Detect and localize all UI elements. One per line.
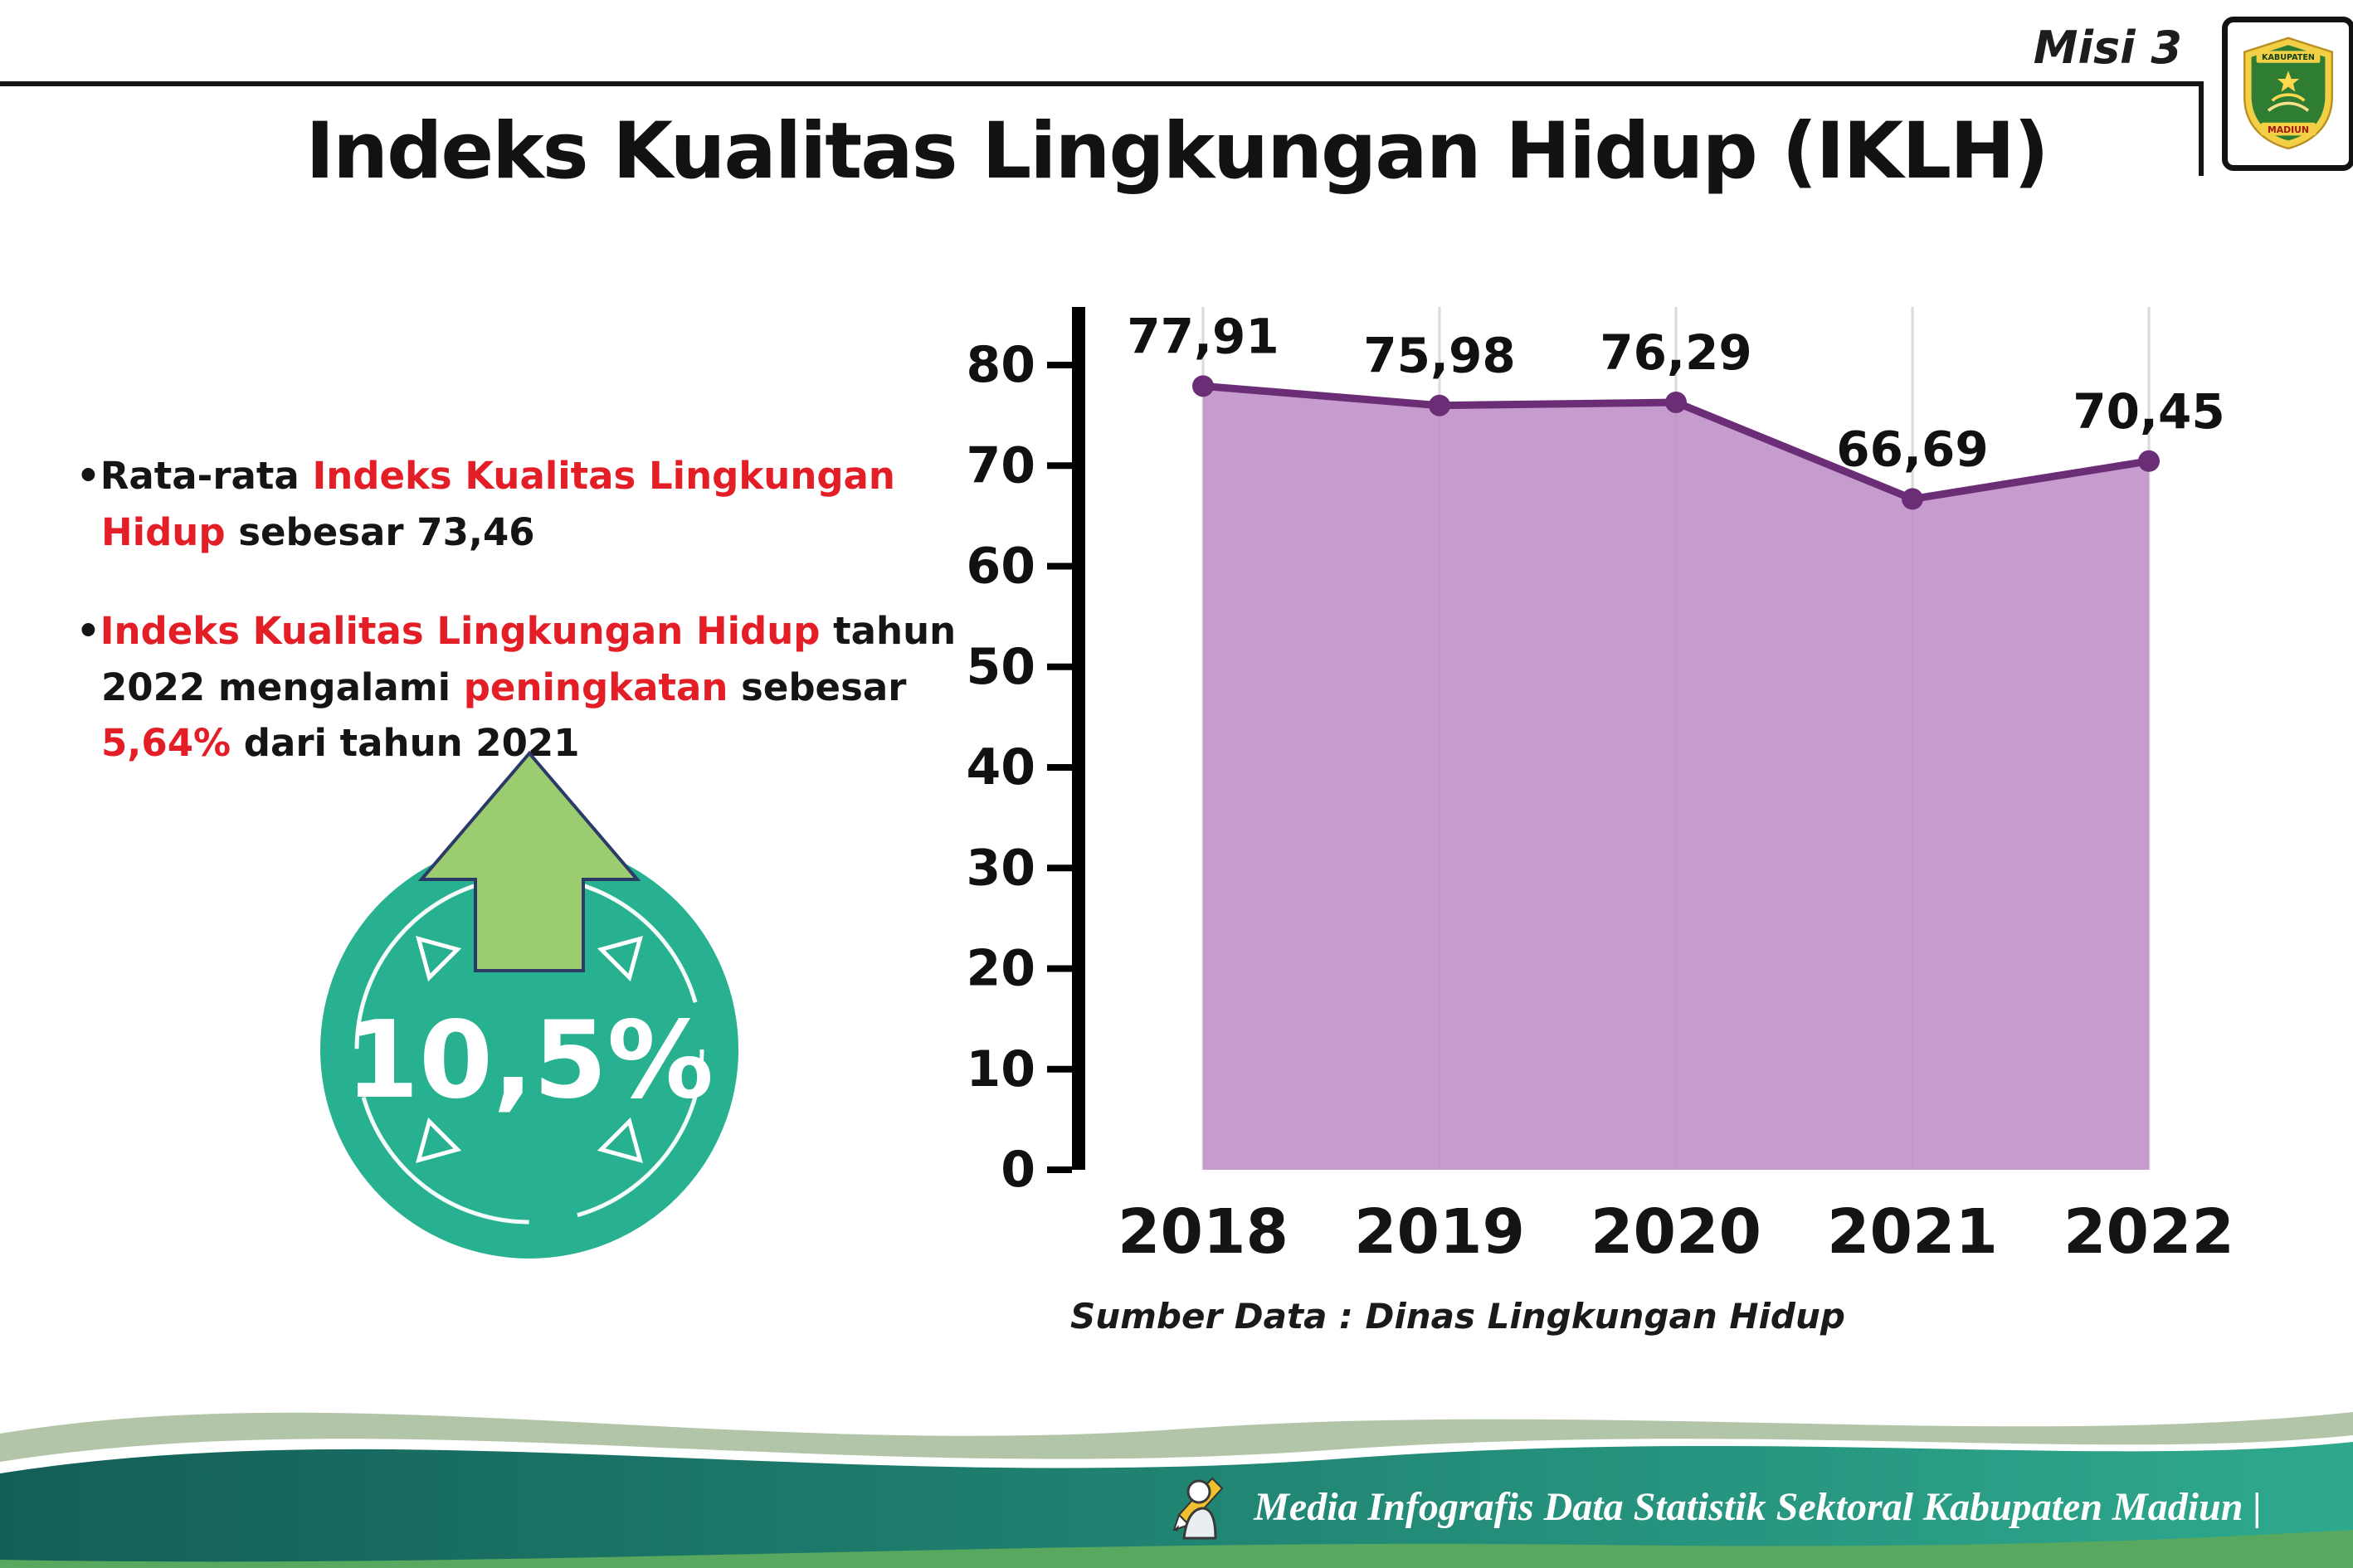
ring-triangle	[416, 936, 462, 982]
crest-icon: KABUPATEN MADIUN	[2243, 37, 2333, 150]
svg-text:66,69: 66,69	[1836, 421, 1988, 477]
kabupaten-madiun-logo: KABUPATEN MADIUN	[2222, 17, 2353, 171]
svg-text:70,45: 70,45	[2073, 383, 2224, 440]
svg-text:2020: 2020	[1591, 1196, 1761, 1268]
mascot-icon	[1172, 1477, 1224, 1540]
svg-text:70: 70	[967, 436, 1036, 494]
iklh-area-chart: 77,91 75,98 76,29 66,69 70,45 0 10 20 30 40 50 60 70…	[967, 307, 2234, 1268]
svg-text:30: 30	[967, 839, 1036, 897]
ring-triangle	[597, 936, 643, 982]
header-rule	[0, 81, 2199, 86]
up-arrow-icon	[417, 750, 641, 972]
bullet-dot: •	[76, 454, 100, 498]
header-vertical-rule	[2199, 81, 2204, 176]
svg-text:80: 80	[967, 336, 1036, 394]
footer-waves	[0, 1412, 2353, 1568]
svg-text:2022: 2022	[2063, 1196, 2234, 1268]
svg-text:2019: 2019	[1354, 1196, 1525, 1268]
svg-text:75,98: 75,98	[1363, 328, 1515, 384]
svg-text:20: 20	[967, 940, 1036, 998]
footer-wave-green	[0, 1530, 2353, 1568]
svg-text:2021: 2021	[1827, 1196, 1998, 1268]
logo-top-text: KABUPATEN	[2262, 53, 2315, 62]
svg-text:40: 40	[967, 738, 1036, 796]
page-title: Indeks Kualitas Lingkungan Hidup (IKLH)	[305, 106, 2049, 197]
footer-credit: Media Infografis Data Statistik Sektoral…	[1161, 1467, 2262, 1546]
badge-percent: 10,5%	[345, 999, 714, 1122]
bullet-dot: •	[76, 609, 100, 653]
svg-text:60: 60	[967, 538, 1036, 596]
ring-triangle	[416, 1117, 462, 1163]
badge-ring	[354, 874, 704, 1225]
source-caption: Sumber Data : Dinas Lingkungan Hidup	[1070, 1296, 1845, 1337]
bullet-average-iklh: •Rata-rata Indeks Kualitas Lingkungan Hi…	[76, 454, 895, 554]
ring-triangle	[597, 1117, 643, 1163]
svg-text:77,91: 77,91	[1127, 308, 1279, 364]
increase-badge: 10,5%	[320, 750, 738, 1259]
badge-circle	[320, 840, 738, 1259]
misi-label: Misi 3	[2033, 22, 2182, 74]
iklh-chart: 77,91 75,98 76,29 66,69 70,45 0 10 20 30 40 50 60 70…	[954, 232, 2315, 1294]
svg-text:10: 10	[967, 1040, 1036, 1098]
svg-text:0: 0	[1001, 1141, 1035, 1199]
svg-text:76,29: 76,29	[1600, 324, 1751, 381]
svg-text:2018: 2018	[1118, 1196, 1289, 1268]
footer-wave-teal	[0, 1442, 2353, 1568]
footer-text: Media Infografis Data Statistik Sektoral…	[1254, 1484, 2262, 1529]
summary-bullets: •Rata-rata Indeks Kualitas Lingkungan Hi…	[76, 448, 972, 815]
svg-text:50: 50	[967, 638, 1036, 696]
logo-bottom-text: MADIUN	[2268, 124, 2309, 135]
